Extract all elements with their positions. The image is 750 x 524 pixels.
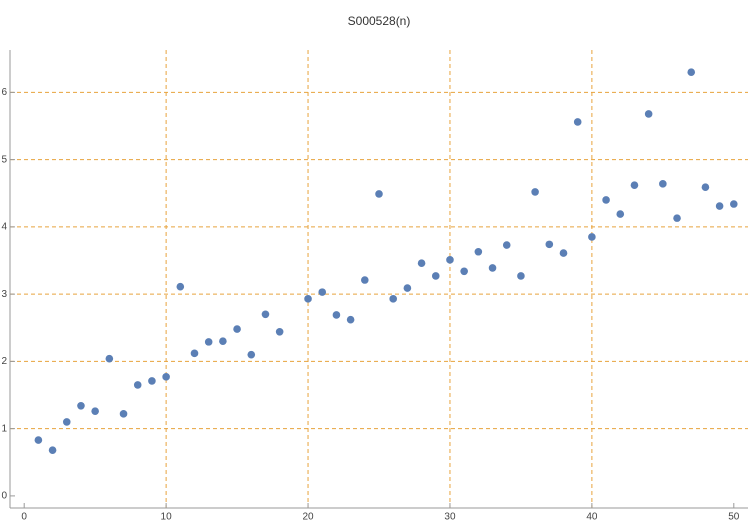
point bbox=[62, 418, 71, 426]
x-tick-label: 0 bbox=[21, 512, 27, 523]
y-tick-label: 0 bbox=[1, 491, 7, 502]
point bbox=[488, 264, 497, 272]
point bbox=[531, 188, 539, 196]
point bbox=[715, 202, 724, 210]
point bbox=[573, 118, 582, 126]
point bbox=[474, 247, 483, 256]
y-tick-label: 1 bbox=[1, 423, 7, 434]
point bbox=[389, 295, 397, 303]
point bbox=[687, 68, 696, 76]
point bbox=[34, 436, 43, 444]
y-tick-label: 5 bbox=[1, 154, 7, 165]
point bbox=[48, 446, 57, 454]
point bbox=[375, 190, 383, 198]
point bbox=[233, 325, 241, 333]
point bbox=[545, 240, 554, 249]
chart-title: S000528(n) bbox=[348, 14, 411, 28]
y-tick-label: 6 bbox=[1, 87, 7, 98]
point bbox=[332, 311, 341, 319]
point bbox=[630, 181, 639, 189]
y-tick-label: 4 bbox=[1, 222, 7, 233]
point bbox=[346, 315, 355, 324]
point bbox=[701, 183, 710, 191]
x-tick-label: 30 bbox=[444, 512, 456, 523]
point bbox=[275, 327, 284, 336]
y-tick-label: 3 bbox=[1, 289, 7, 300]
point bbox=[502, 241, 511, 249]
point bbox=[119, 410, 128, 418]
point bbox=[219, 337, 227, 346]
point bbox=[148, 377, 156, 385]
point bbox=[417, 259, 426, 267]
point bbox=[588, 233, 596, 241]
point bbox=[730, 200, 738, 208]
point bbox=[517, 272, 525, 280]
point bbox=[247, 350, 256, 359]
y-tick-label: 2 bbox=[1, 356, 7, 367]
point bbox=[190, 349, 199, 358]
point bbox=[176, 282, 185, 291]
x-tick-label: 10 bbox=[161, 512, 173, 523]
point bbox=[318, 288, 327, 296]
point bbox=[77, 401, 85, 410]
point bbox=[162, 373, 170, 381]
x-tick-label: 20 bbox=[302, 512, 314, 523]
x-tick-label: 50 bbox=[728, 512, 740, 523]
x-tick-label: 40 bbox=[586, 512, 598, 523]
point bbox=[446, 256, 454, 264]
point bbox=[431, 272, 440, 280]
point bbox=[361, 276, 369, 284]
point bbox=[133, 381, 142, 389]
point bbox=[644, 110, 653, 118]
point bbox=[616, 210, 625, 218]
point bbox=[261, 310, 270, 319]
point bbox=[91, 407, 99, 415]
point bbox=[403, 284, 412, 292]
point bbox=[460, 267, 468, 276]
point bbox=[659, 180, 667, 188]
point bbox=[105, 354, 114, 363]
point bbox=[559, 249, 568, 257]
point bbox=[304, 295, 312, 303]
point bbox=[673, 214, 681, 222]
point bbox=[602, 196, 610, 204]
point bbox=[204, 338, 213, 346]
